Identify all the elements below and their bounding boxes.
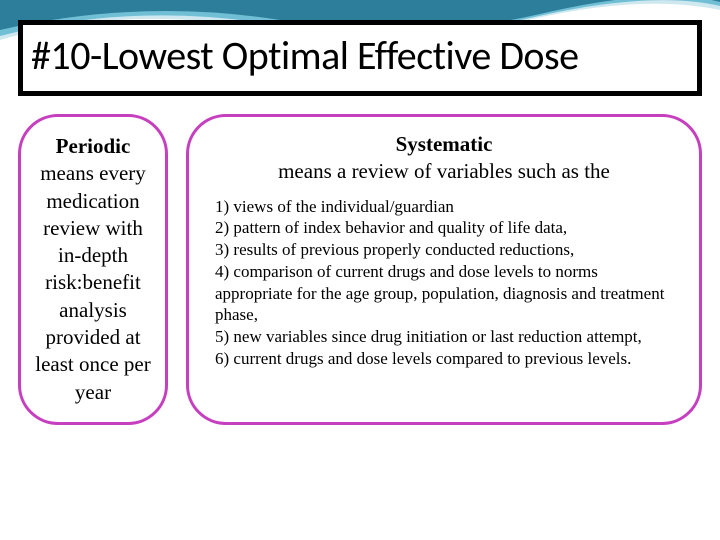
slide-container: #10-Lowest Optimal Effective Dose Period… — [0, 0, 720, 540]
systematic-item: 4) comparison of current drugs and dose … — [215, 261, 677, 326]
title-box: #10-Lowest Optimal Effective Dose — [18, 20, 702, 96]
content-row: Periodic means every medication review w… — [18, 114, 702, 425]
periodic-rest: means every medication review with in-de… — [35, 161, 150, 403]
systematic-list: 1) views of the individual/guardian 2) p… — [211, 196, 677, 370]
systematic-item: 2) pattern of index behavior and quality… — [215, 217, 677, 239]
systematic-item: 1) views of the individual/guardian — [215, 196, 677, 218]
periodic-box: Periodic means every medication review w… — [18, 114, 168, 425]
periodic-bold: Periodic — [56, 134, 131, 158]
systematic-header: Systematic means a review of variables s… — [211, 131, 677, 186]
slide-title: #10-Lowest Optimal Effective Dose — [31, 35, 689, 77]
systematic-box: Systematic means a review of variables s… — [186, 114, 702, 425]
systematic-item: 3) results of previous properly conducte… — [215, 239, 677, 261]
systematic-item: 6) current drugs and dose levels compare… — [215, 348, 677, 370]
systematic-bold: Systematic — [396, 132, 493, 156]
periodic-text: Periodic means every medication review w… — [35, 133, 151, 406]
systematic-header-rest: means a review of variables such as the — [278, 159, 610, 183]
systematic-item: 5) new variables since drug initiation o… — [215, 326, 677, 348]
